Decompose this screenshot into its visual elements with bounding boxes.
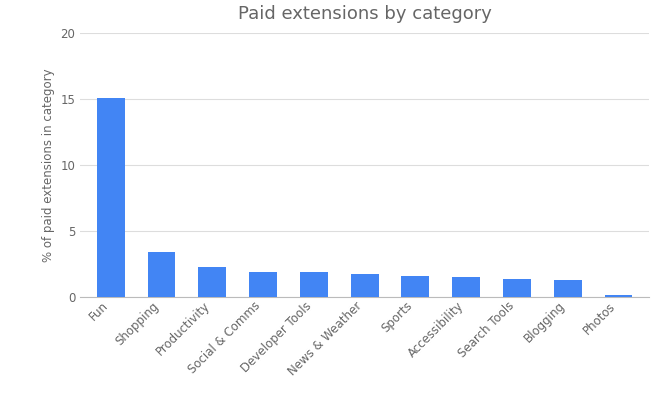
Bar (452, 277, 480, 297)
Bar (148, 252, 175, 297)
Bar (97, 98, 124, 297)
Title: Paid extensions by category: Paid extensions by category (237, 5, 492, 23)
Bar (554, 279, 581, 297)
Bar (605, 295, 632, 297)
Y-axis label: % of paid extensions in category: % of paid extensions in category (42, 68, 55, 262)
Bar (401, 276, 429, 297)
Bar (300, 272, 328, 297)
Bar (503, 279, 531, 297)
Bar (351, 274, 379, 297)
Bar (198, 267, 226, 297)
Bar (249, 272, 277, 297)
